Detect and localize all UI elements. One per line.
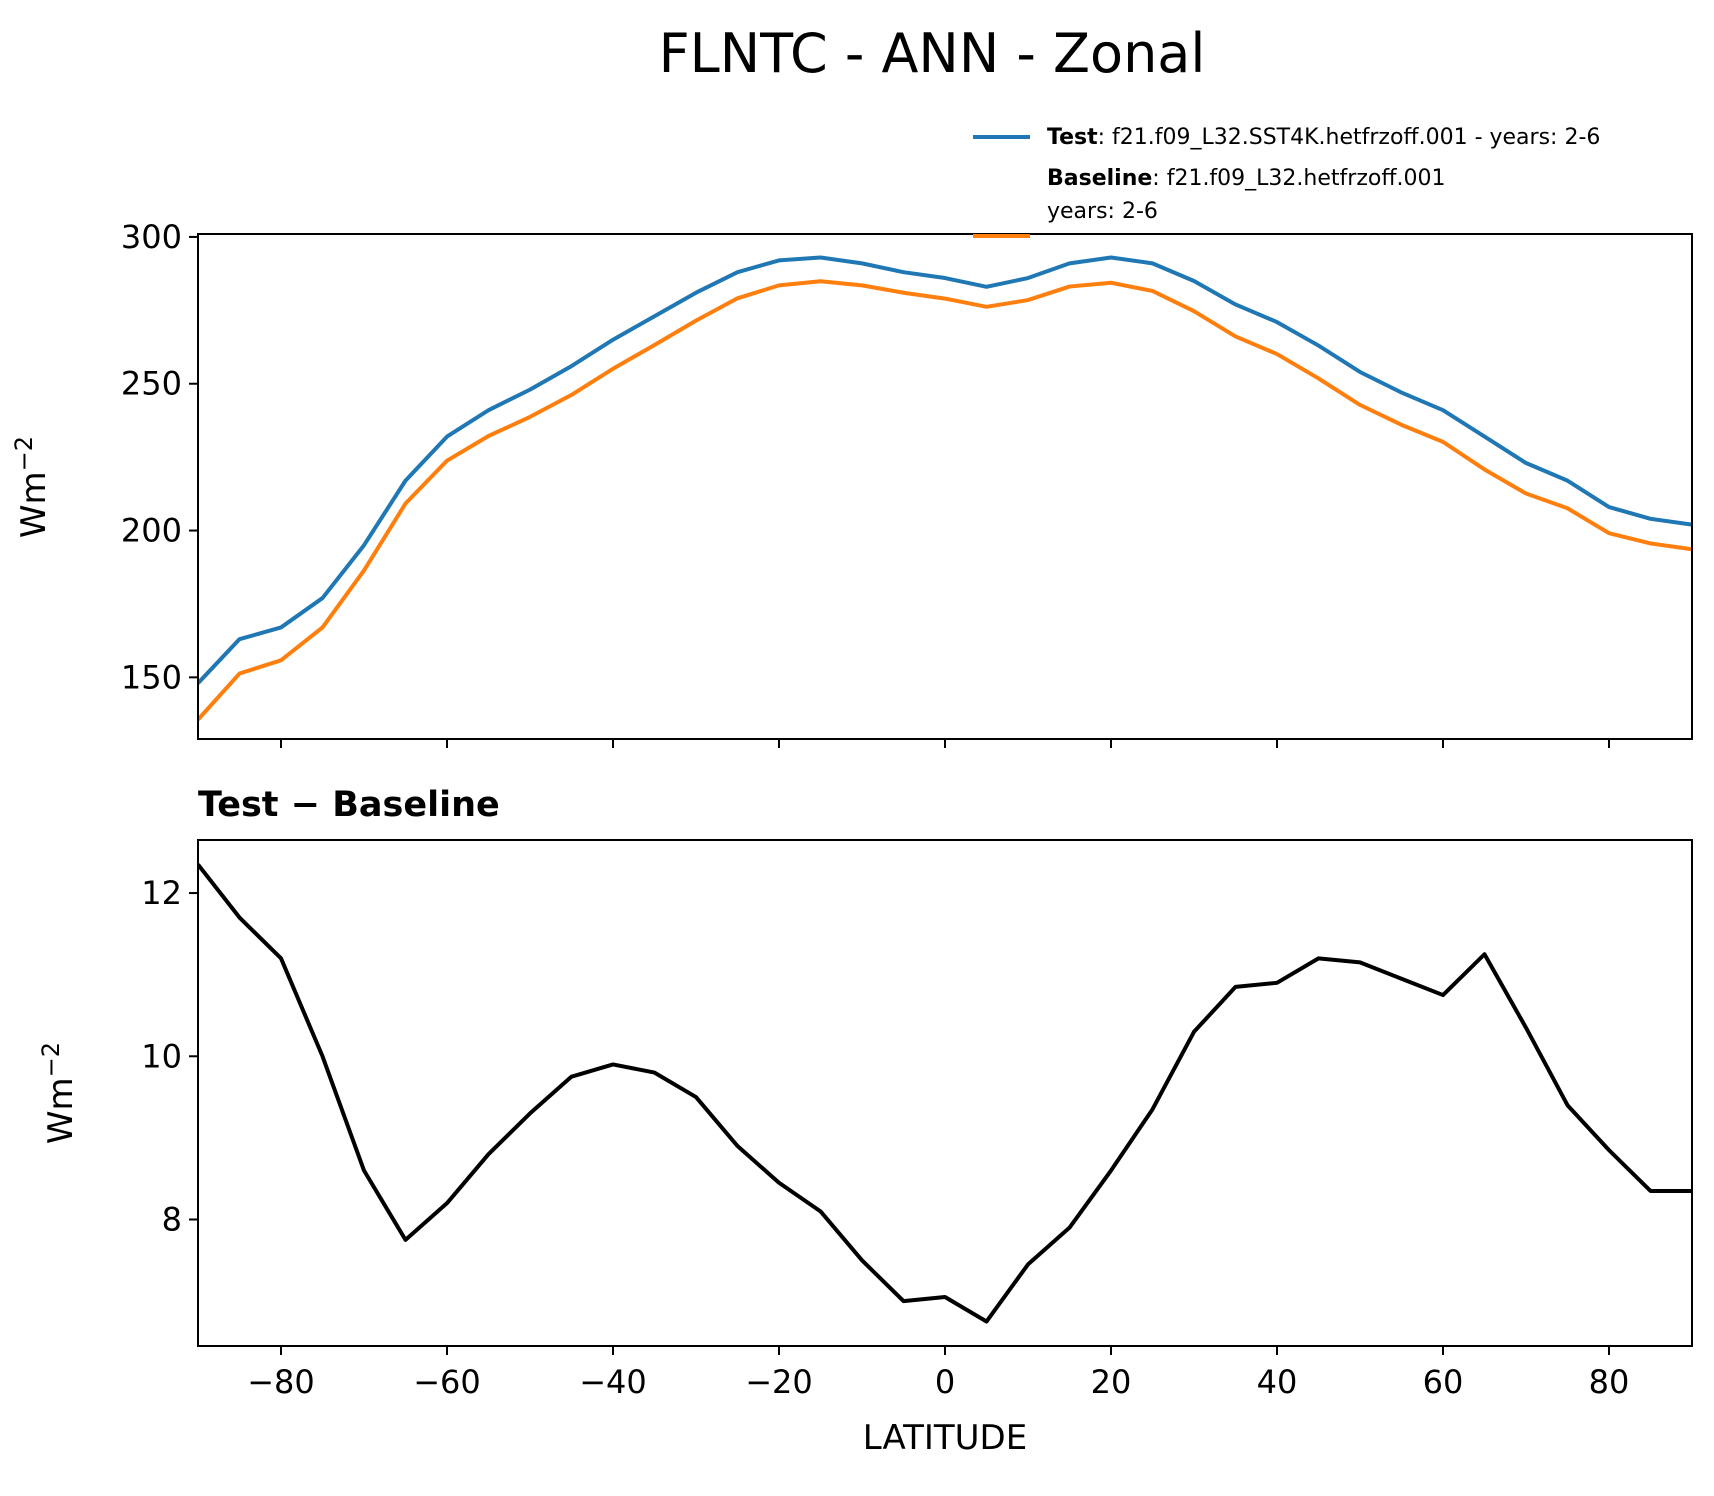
y-tick-label: 12 [141, 874, 182, 912]
series-line [198, 255, 1692, 685]
x-tick-label: 0 [935, 1363, 955, 1401]
x-tick-label: 40 [1257, 1363, 1298, 1401]
legend-label: Baseline: f21.f09_L32.hetfrzoff.001 [1047, 166, 1445, 191]
x-tick-label: −40 [579, 1363, 647, 1401]
y-tick-label: 8 [162, 1201, 182, 1239]
series-line [198, 279, 1692, 721]
series-line [198, 863, 1692, 1324]
y-tick-label: 150 [121, 658, 182, 696]
legend-description: years: 2-6 [1047, 199, 1158, 224]
y-axis-label: Wm−2 [37, 1042, 81, 1144]
y-axis-label-sup: −2 [37, 1042, 65, 1077]
legend-description: : f21.f09_L32.hetfrzoff.001 [1152, 166, 1445, 191]
x-tick-label: 80 [1589, 1363, 1630, 1401]
x-tick-label: −20 [745, 1363, 813, 1401]
y-tick-label: 200 [121, 512, 182, 550]
y-axis-label-main: Wm [14, 471, 54, 538]
subplot-title: Test − Baseline [198, 785, 500, 825]
x-tick-label: 20 [1091, 1363, 1132, 1401]
y-axis-label-sup: −2 [10, 436, 38, 471]
legend-series-name: Baseline [1047, 166, 1152, 191]
legend-label: Test: f21.f09_L32.SST4K.hetfrzoff.001 - … [1047, 125, 1600, 150]
legend-series-name: Test [1047, 125, 1098, 150]
y-tick-label: 300 [121, 218, 182, 256]
y-tick-label: 250 [121, 365, 182, 403]
x-tick-label: 60 [1423, 1363, 1464, 1401]
x-tick-label: −60 [413, 1363, 481, 1401]
figure-title: FLNTC - ANN - Zonal [659, 22, 1206, 85]
x-axis-label: LATITUDE [863, 1418, 1027, 1458]
y-axis-label-main: Wm [41, 1077, 81, 1144]
x-tick-label: −80 [247, 1363, 315, 1401]
legend-description: : f21.f09_L32.SST4K.hetfrzoff.001 - year… [1098, 125, 1601, 150]
y-tick-label: 10 [141, 1037, 182, 1075]
y-axis-label: Wm−2 [10, 436, 54, 538]
